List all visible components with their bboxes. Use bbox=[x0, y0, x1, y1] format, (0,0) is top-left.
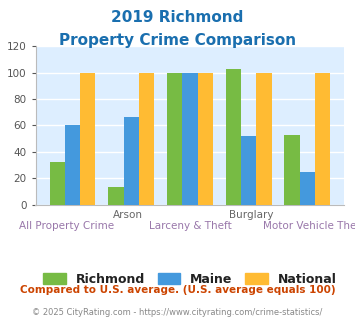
Text: Arson: Arson bbox=[113, 210, 143, 219]
Bar bbox=[124, 117, 139, 205]
Bar bbox=[182, 73, 198, 205]
Legend: Richmond, Maine, National: Richmond, Maine, National bbox=[38, 268, 342, 291]
Bar bbox=[139, 73, 154, 205]
Bar bbox=[167, 73, 182, 205]
Text: Motor Vehicle Theft: Motor Vehicle Theft bbox=[263, 221, 355, 231]
Text: © 2025 CityRating.com - https://www.cityrating.com/crime-statistics/: © 2025 CityRating.com - https://www.city… bbox=[32, 308, 323, 316]
Text: All Property Crime: All Property Crime bbox=[19, 221, 114, 231]
Bar bbox=[284, 135, 300, 205]
Text: Property Crime Comparison: Property Crime Comparison bbox=[59, 33, 296, 48]
Text: 2019 Richmond: 2019 Richmond bbox=[111, 10, 244, 25]
Bar bbox=[108, 187, 124, 205]
Bar bbox=[300, 172, 315, 205]
Bar bbox=[80, 73, 95, 205]
Bar bbox=[315, 73, 330, 205]
Bar bbox=[256, 73, 272, 205]
Bar bbox=[50, 162, 65, 205]
Text: Compared to U.S. average. (U.S. average equals 100): Compared to U.S. average. (U.S. average … bbox=[20, 285, 335, 295]
Bar bbox=[198, 73, 213, 205]
Text: Burglary: Burglary bbox=[229, 210, 274, 219]
Bar bbox=[65, 125, 80, 205]
Bar bbox=[241, 136, 256, 205]
Text: Larceny & Theft: Larceny & Theft bbox=[148, 221, 231, 231]
Bar bbox=[226, 69, 241, 205]
